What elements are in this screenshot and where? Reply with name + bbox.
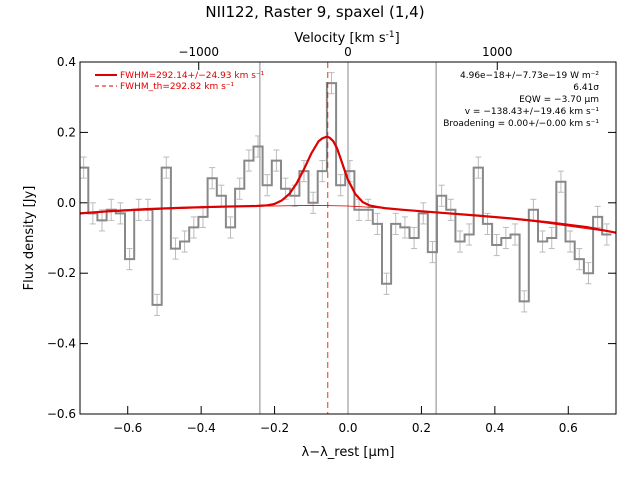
top-tick-label: 1000 [482, 45, 513, 59]
top-tick-label: 0 [344, 45, 352, 59]
x-tick-label: −0.4 [187, 421, 216, 435]
y-tick-label: 0.2 [57, 125, 76, 139]
x-axis-label: λ−λ_rest [μm] [302, 445, 395, 460]
y-tick-label: −0.6 [47, 407, 76, 421]
data-step-line [80, 82, 612, 306]
y-axis-label: Flux density [Jy] [22, 186, 37, 291]
y-tick-label: 0.4 [57, 55, 76, 69]
top-axis-ticks: −1000 0 1000 [178, 45, 513, 70]
chart-title: NII122, Raster 9, spaxel (1,4) [205, 3, 424, 21]
top-axis-label-end: ] [395, 31, 400, 46]
x-tick-label: 0.4 [485, 421, 504, 435]
annotation-flux: 4.96e−18+/−7.73e−19 W m⁻² [460, 71, 599, 81]
x-axis-ticks: −0.6 −0.4 −0.2 0.0 0.2 0.4 0.6 [113, 406, 578, 435]
fit-line [79, 135, 617, 234]
top-axis-label-sup: -1 [386, 30, 395, 40]
y-tick-label: −0.2 [47, 266, 76, 280]
x-tick-label: −0.6 [113, 421, 142, 435]
top-axis-label: Velocity [km s-1] [294, 30, 399, 46]
x-tick-label: 0.6 [559, 421, 578, 435]
legend-fwhm-th: FWHM_th=292.82 km s⁻¹ [120, 82, 235, 92]
annotation-sigma: 6.41σ [573, 83, 599, 93]
annotation-velocity: v = −138.43+/−19.46 km s⁻¹ [465, 107, 600, 117]
top-tick-label: −1000 [178, 45, 219, 59]
top-axis-label-main: Velocity [km s [294, 31, 386, 46]
y-tick-label: 0.0 [57, 196, 76, 210]
y-tick-label: −0.4 [47, 337, 76, 351]
annotation-broadening: Broadening = 0.00+/−0.00 km s⁻¹ [443, 119, 599, 129]
x-tick-label: −0.2 [260, 421, 289, 435]
plot-frame [79, 61, 617, 415]
legend-fwhm: FWHM=292.14+/−24.93 km s⁻¹ [120, 71, 265, 81]
x-tick-label: 0.2 [412, 421, 431, 435]
x-tick-label: 0.0 [338, 421, 357, 435]
annotation-eqw: EQW = −3.70 μm [519, 95, 599, 105]
